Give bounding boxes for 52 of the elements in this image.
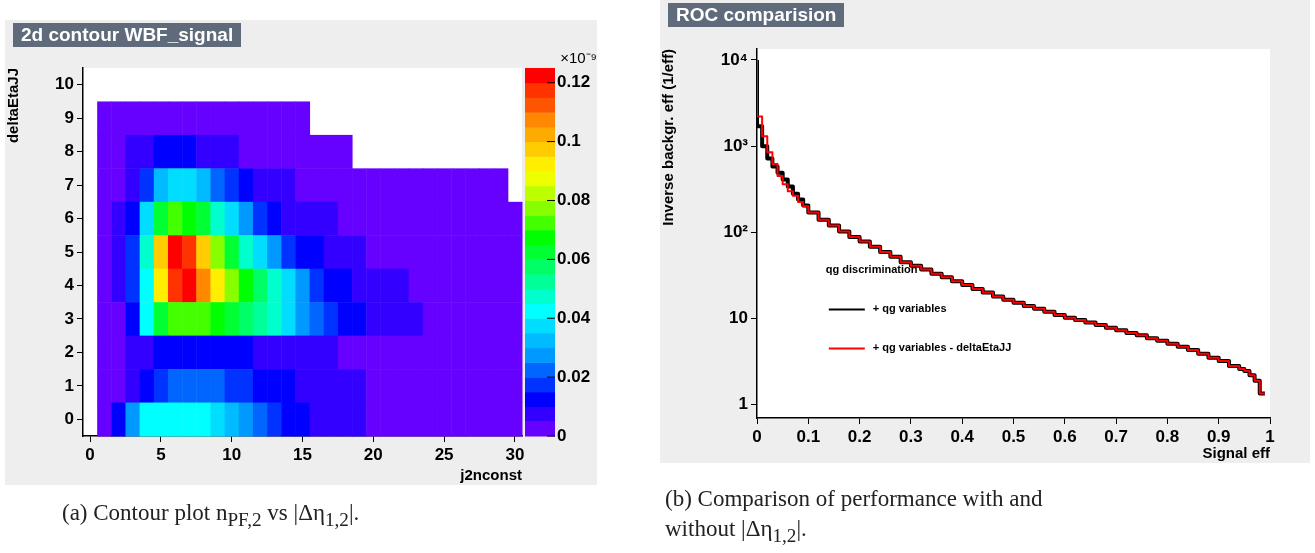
x-tick-label: 0: [85, 444, 95, 464]
color-bar-label: 0.1: [557, 131, 581, 151]
y-tick-label: 8: [64, 141, 74, 161]
y-tick-label: 2: [64, 342, 74, 362]
y-tick-label: 0: [64, 408, 74, 428]
y-axis-title: deltaEtaJJ: [4, 68, 22, 144]
color-bar-label: 0.12: [557, 72, 591, 92]
x-tick-label: 5: [156, 444, 166, 464]
x-tick-label: 1: [1265, 426, 1275, 446]
y-tick-label: 1: [738, 394, 748, 414]
x-tick-label: 0.5: [1001, 426, 1026, 446]
x-axis-title: Signal eff: [1202, 444, 1271, 462]
chart-title: 2d contour WBF_signal: [13, 23, 242, 47]
x-tick-label: 0.9: [1206, 426, 1231, 446]
text: (a) Contour plot n$_{PF,2}$ vs |Δη$_{1,2}$|.: [62, 499, 361, 532]
y-tick-label: 3: [64, 308, 74, 328]
x-tick-label: 10: [222, 444, 242, 464]
x-tick-label: 25: [434, 444, 454, 464]
y-tick-label: 6: [64, 208, 74, 228]
y-axis-title: Inverse backgr. eff (1/eff): [659, 49, 677, 226]
y-tick-label: 10³: [723, 135, 749, 155]
text: ×10⁻⁹: [560, 48, 597, 66]
x-tick-label: 0.3: [899, 426, 923, 446]
y-tick-label: 10²: [723, 221, 749, 241]
color-bar-label: 0.02: [557, 366, 591, 386]
color-bar-label: 0.04: [557, 307, 591, 327]
y-tick-label: 10: [55, 74, 74, 94]
x-tick-label: 0.6: [1052, 426, 1077, 446]
x-tick-label: 0.8: [1155, 426, 1180, 446]
y-tick-label: 5: [64, 241, 74, 261]
y-tick-label: 7: [64, 174, 74, 194]
y-tick-label: 10: [729, 308, 748, 328]
color-bar-label: 0.08: [557, 190, 591, 210]
legend-title: qg discrimination: [825, 263, 918, 276]
chart-title: ROC comparision: [668, 3, 845, 27]
x-tick-label: 0.1: [796, 426, 821, 446]
y-tick-label: 9: [64, 107, 74, 127]
x-tick-label: 15: [293, 444, 312, 464]
y-tick-label: 4: [64, 275, 75, 295]
y-tick-label: 1: [64, 375, 74, 395]
x-tick-label: 0: [752, 426, 762, 446]
x-tick-label: 0.4: [950, 426, 975, 446]
color-bar-label: 0.06: [557, 249, 591, 269]
x-tick-label: 0.2: [847, 426, 872, 446]
text: (b) Comparison of performance with and without |Δη$_{1,2}$|.: [665, 485, 1044, 548]
x-axis-title: j2nconst: [459, 466, 522, 484]
x-tick-label: 0.7: [1104, 426, 1128, 446]
x-tick-label: 30: [505, 444, 525, 464]
legend-label: + qg variables: [872, 302, 947, 315]
legend-label: + qg variables - deltaEtaJJ: [872, 341, 1012, 354]
y-tick-label: 10⁴: [720, 49, 748, 69]
x-tick-label: 20: [363, 444, 383, 464]
